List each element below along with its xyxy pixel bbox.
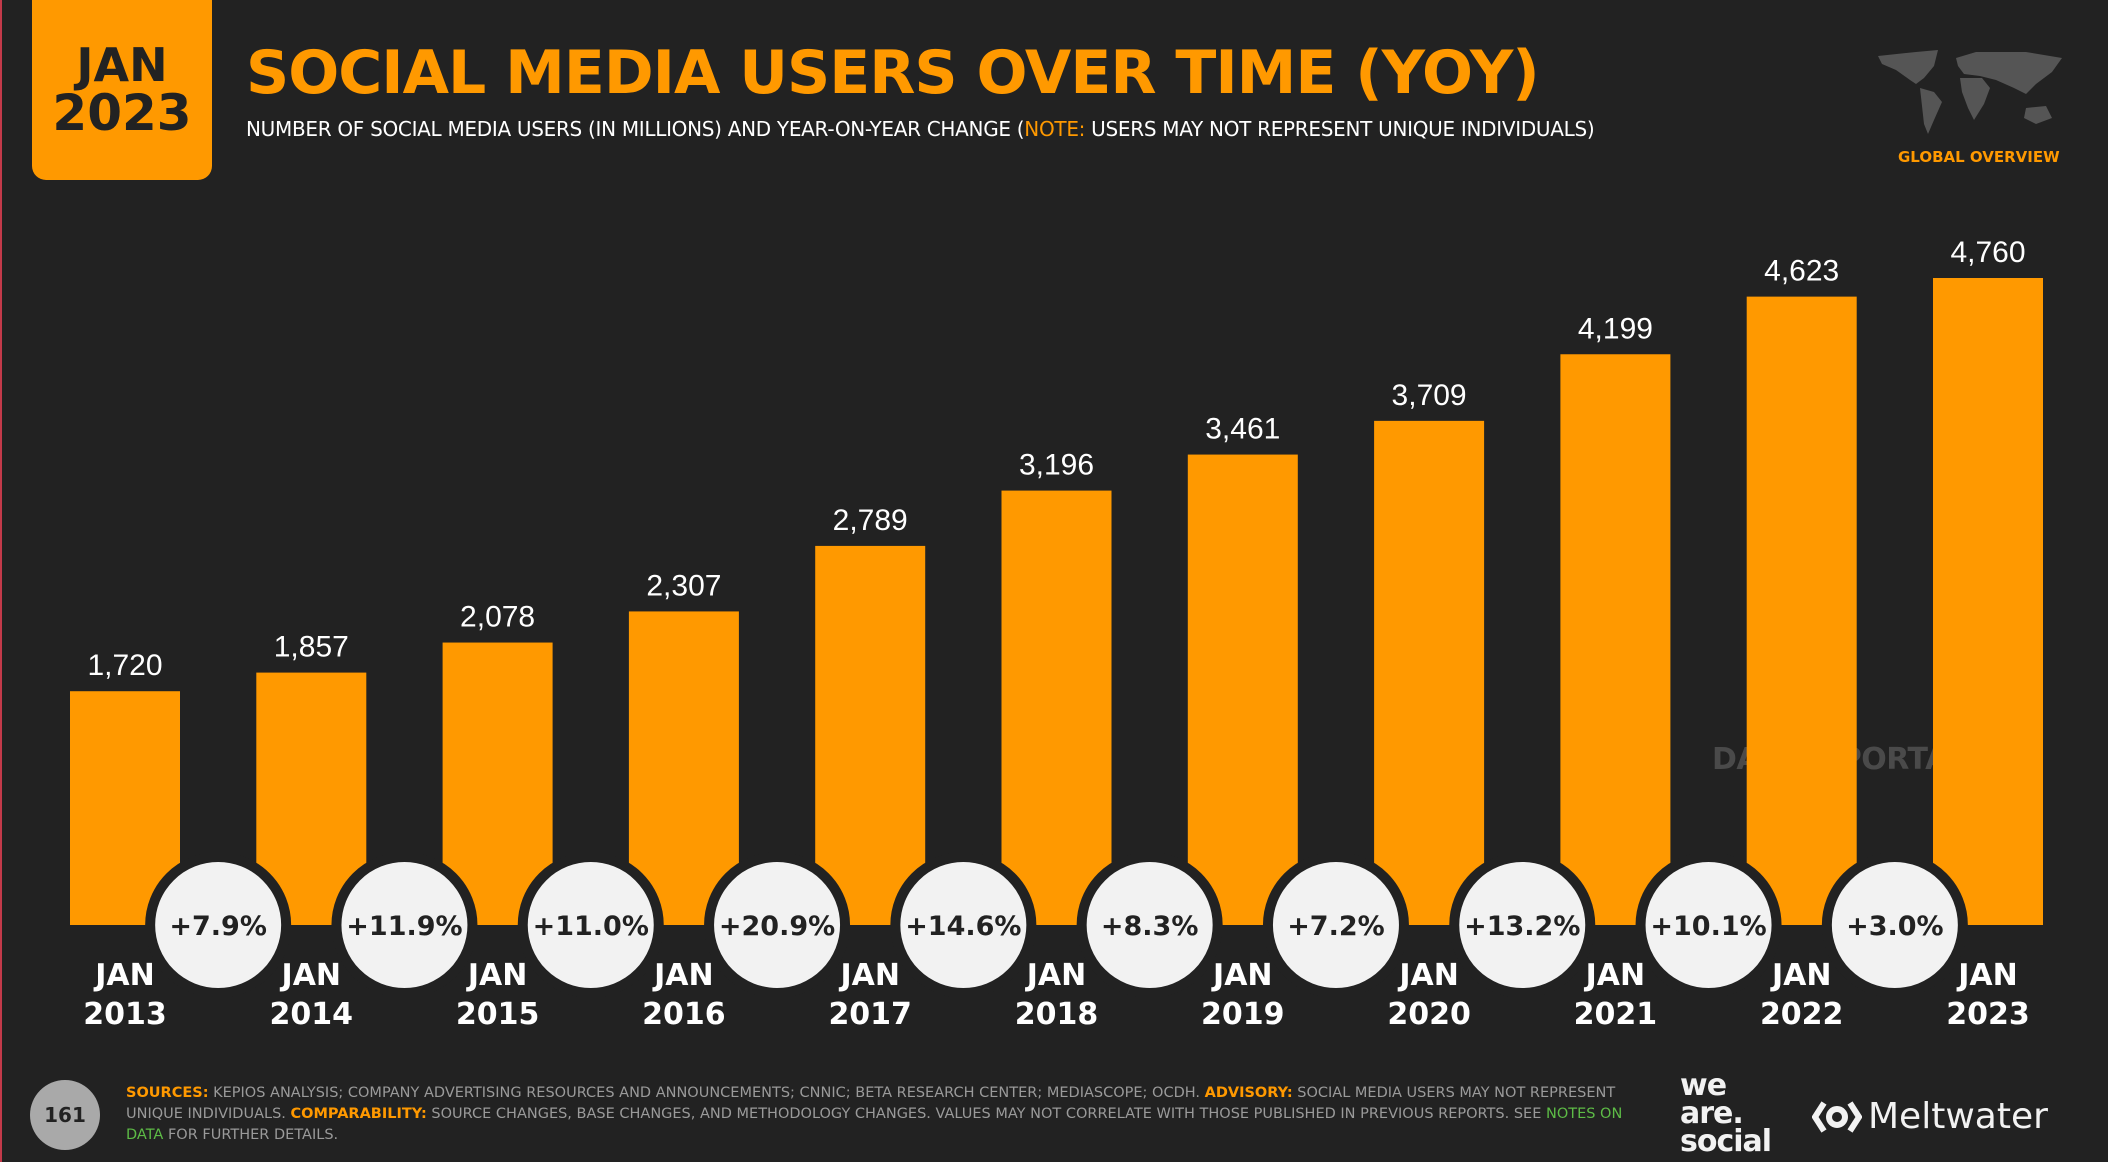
date-year: 2023 [52, 84, 192, 142]
yoy-change-bubble [704, 852, 851, 998]
left-edge-line [0, 0, 2, 1162]
x-tick-label-year: 2017 [828, 997, 912, 1032]
x-tick-label-month: JAN [93, 958, 155, 993]
bar-value-label: 2,078 [460, 601, 535, 634]
yoy-change-label: +7.2% [1287, 911, 1385, 942]
yoy-change-bubble [1635, 852, 1782, 998]
yoy-change-label: +7.9% [169, 911, 267, 942]
x-tick-label-year: 2019 [1201, 997, 1285, 1032]
yoy-change-bubble [517, 852, 664, 998]
yoy-change-bubble [890, 852, 1037, 998]
world-map-icon [1878, 50, 2062, 134]
date-month: JAN [76, 38, 168, 92]
bar-value-label: 1,720 [87, 649, 162, 682]
bar-value-label: 2,789 [833, 504, 908, 537]
x-tick-label-year: 2023 [1946, 997, 2030, 1032]
sources-label: SOURCES: [126, 1085, 209, 1101]
bar [628, 611, 739, 925]
bar [1187, 454, 1298, 925]
x-tick-label-year: 2022 [1760, 997, 1844, 1032]
page-title: SOCIAL MEDIA USERS OVER TIME (YOY) [246, 38, 1540, 108]
x-tick-label-year: 2013 [83, 997, 167, 1032]
page-subtitle: NUMBER OF SOCIAL MEDIA USERS (IN MILLION… [246, 117, 1595, 141]
subtitle-text: NUMBER OF SOCIAL MEDIA USERS (IN MILLION… [246, 117, 1025, 141]
x-tick-label-year: 2018 [1015, 997, 1099, 1032]
x-tick-label-month: JAN [838, 958, 900, 993]
bar-chart: 1,720 JAN 2013 1,857 JAN 2014 2,078 JAN 2015 2,30… [70, 236, 2043, 1032]
x-tick-label-month: JAN [1584, 958, 1646, 993]
yoy-change-label: +3.0% [1846, 911, 1944, 942]
x-tick-label-month: JAN [280, 958, 342, 993]
x-tick-label-month: JAN [1770, 958, 1832, 993]
comparability-text: SOURCE CHANGES, BASE CHANGES, AND METHOD… [426, 1106, 1546, 1122]
bar [1933, 278, 2043, 925]
subtitle-note: NOTE: [1024, 117, 1086, 141]
yoy-change-bubble [1821, 852, 1968, 998]
bar-value-label: 4,623 [1764, 255, 1839, 288]
yoy-change-label: +20.9% [719, 911, 835, 942]
footer-notes: SOURCES: KEPIOS ANALYSIS; COMPANY ADVERT… [126, 1083, 1646, 1146]
x-tick-label-month: JAN [466, 958, 528, 993]
global-overview-label: GLOBAL OVERVIEW [1898, 148, 2060, 166]
x-tick-label-month: JAN [1211, 958, 1273, 993]
bar-value-label: 3,461 [1205, 413, 1280, 446]
bar [815, 545, 926, 925]
yoy-change-bubble [1076, 852, 1223, 998]
x-tick-label-month: JAN [1397, 958, 1459, 993]
bar-value-label: 3,196 [1019, 449, 1094, 482]
yoy-change-label: +13.2% [1464, 911, 1580, 942]
yoy-change-bubble [331, 852, 478, 998]
yoy-change-label: +14.6% [905, 911, 1021, 942]
meltwater-logo-icon [1812, 1100, 1862, 1133]
yoy-change-bubble [1449, 852, 1596, 998]
meltwater-text: Meltwater [1868, 1096, 2048, 1137]
bar-value-label: 1,857 [274, 631, 349, 664]
meltwater-logo: Meltwater [1812, 1096, 2048, 1137]
advisory-text: SOCIAL MEDIA USERS MAY NOT REPRESENT UNI… [126, 1085, 1616, 1122]
advisory-label: ADVISORY: [1204, 1085, 1293, 1101]
subtitle-text-2: USERS MAY NOT REPRESENT UNIQUE INDIVIDUA… [1085, 117, 1595, 141]
x-tick-label-month: JAN [1025, 958, 1087, 993]
bar [1374, 420, 1485, 925]
x-tick-label-month: JAN [1956, 958, 2018, 993]
bar-value-label: 4,199 [1578, 312, 1653, 345]
we-are-social-logo: we are. social [1680, 1068, 1772, 1159]
bar [1001, 490, 1112, 925]
bar [442, 642, 553, 925]
x-tick-label-year: 2016 [642, 997, 726, 1032]
bar [1746, 296, 1857, 925]
date-badge: JAN 2023 [32, 0, 212, 180]
bar [1560, 354, 1671, 926]
yoy-change-bubble [145, 852, 292, 998]
yoy-change-bubble [1262, 852, 1409, 998]
bar-value-label: 3,709 [1392, 379, 1467, 412]
notes-on-data-link[interactable]: NOTES ON DATA [126, 1106, 1623, 1143]
bar-value-label: 2,307 [646, 569, 721, 602]
yoy-change-label: +11.0% [533, 911, 649, 942]
yoy-change-label: +10.1% [1650, 911, 1766, 942]
x-tick-label-year: 2014 [270, 997, 354, 1032]
x-tick-label-year: 2020 [1387, 997, 1471, 1032]
yoy-change-label: +8.3% [1101, 911, 1199, 942]
bar-value-label: 4,760 [1950, 236, 2025, 269]
x-tick-label-year: 2015 [456, 997, 540, 1032]
tail-text: FOR FURTHER DETAILS. [163, 1127, 339, 1143]
yoy-change-label: +11.9% [346, 911, 462, 942]
sources-text: KEPIOS ANALYSIS; COMPANY ADVERTISING RES… [208, 1085, 1205, 1101]
comparability-label: COMPARABILITY: [290, 1106, 427, 1122]
page-number: 161 [30, 1080, 100, 1150]
x-tick-label-year: 2021 [1574, 997, 1658, 1032]
x-tick-label-month: JAN [652, 958, 714, 993]
